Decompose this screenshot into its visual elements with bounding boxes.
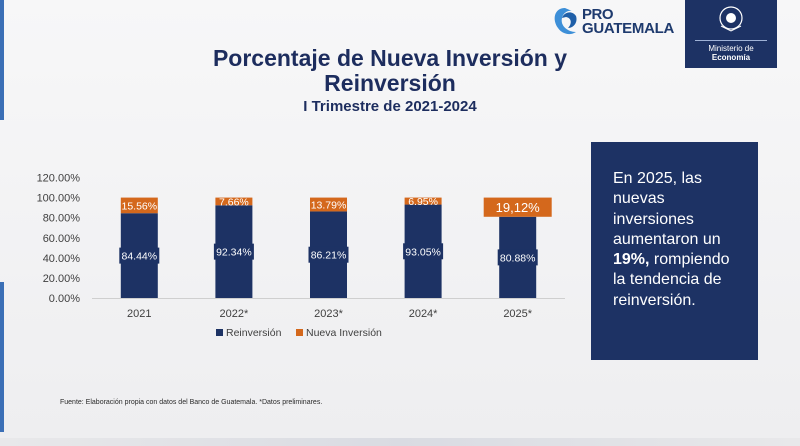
y-tick-label: 120.00%	[37, 173, 81, 185]
bottom-bar	[0, 438, 800, 446]
bar-nueva-inversion	[404, 197, 442, 205]
proguatemala-mark-icon	[554, 8, 577, 35]
proguatemala-pro-text: PRO	[582, 6, 614, 23]
data-label-reinversion: 84.44%	[121, 251, 157, 263]
left-accent-bottom	[0, 282, 4, 432]
legend-swatch	[216, 329, 223, 336]
data-label-reinversion: 92.34%	[216, 247, 252, 259]
bar-nueva-inversion	[310, 197, 347, 212]
data-label-nueva-inversion: 13.79%	[311, 200, 347, 212]
callout-highlight: 19%,	[613, 251, 650, 269]
data-label-nueva-inversion: 19,12%	[496, 200, 541, 215]
callout-text-after: rompiendo la tendencia de reinversión.	[613, 251, 730, 309]
y-tick-label: 100.00%	[37, 193, 81, 205]
left-accent-top	[0, 0, 4, 120]
x-category-label: 2022*	[220, 308, 249, 320]
ministerio-line1: Ministerio de	[708, 44, 754, 53]
title-line2: Reinversión	[324, 70, 456, 96]
y-tick-label: 60.00%	[43, 233, 81, 245]
x-category-label: 2025*	[503, 308, 532, 320]
data-label-bg	[403, 243, 444, 260]
x-category-label: 2024*	[409, 308, 438, 320]
ministerio-line2: Economía	[711, 53, 751, 62]
data-label-nueva-inversion: 7.66%	[219, 196, 249, 208]
data-label-nueva-inversion: 6.95%	[408, 196, 438, 208]
coat-of-arms-icon	[719, 6, 743, 32]
legend-label: Nueva Inversión	[306, 327, 382, 339]
legend-label: Reinversión	[226, 327, 282, 339]
bar-nueva-inversion	[215, 197, 253, 206]
data-label-bg	[213, 243, 254, 260]
callout-box: En 2025, las nuevas inversiones aumentar…	[591, 142, 758, 360]
callout-text-before: En 2025, las nuevas inversiones aumentar…	[613, 170, 721, 248]
proguatemala-name-text: GUATEMALA	[582, 20, 675, 37]
x-category-label: 2021	[127, 308, 151, 320]
slide-subtitle: I Trimestre de 2021-2024	[303, 98, 477, 115]
data-label-bg	[308, 246, 349, 263]
stacked-bar-chart: 0.00% 20.00% 40.00% 60.00% 80.00% 100.00% 120.…	[37, 173, 565, 339]
data-label-reinversion: 93.05%	[405, 246, 441, 258]
data-label-nueva-inversion: 15.56%	[121, 200, 157, 212]
proguatemala-logo: PRO GUATEMALA	[548, 4, 674, 42]
data-label-reinversion: 86.21%	[311, 250, 347, 262]
data-label-reinversion: 80.88%	[500, 252, 536, 264]
slide-title: Porcentaje de Nueva Inversión y Reinvers…	[150, 46, 630, 96]
ministerio-divider	[695, 40, 767, 41]
source-note: Fuente: Elaboración propia con datos del…	[60, 399, 323, 406]
y-tick-label: 0.00%	[49, 293, 80, 305]
x-category-label: 2023*	[314, 308, 343, 320]
y-tick-label: 20.00%	[43, 273, 81, 285]
y-tick-label: 80.00%	[43, 213, 81, 225]
title-line1: Porcentaje de Nueva Inversión y	[212, 45, 568, 71]
data-label-bg	[497, 249, 538, 266]
data-label-bg	[119, 247, 160, 264]
bar-nueva-inversion	[483, 197, 552, 217]
bar-nueva-inversion	[120, 197, 158, 214]
legend-swatch	[296, 329, 303, 336]
y-tick-label: 40.00%	[43, 253, 81, 265]
ministerio-logo: Ministerio de Economía	[685, 0, 777, 68]
